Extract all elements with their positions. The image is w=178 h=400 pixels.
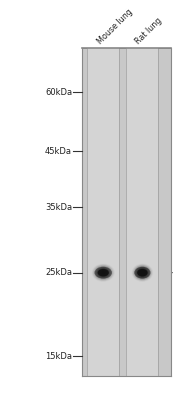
Ellipse shape [135, 267, 149, 278]
Ellipse shape [99, 269, 108, 276]
Ellipse shape [136, 268, 148, 278]
Ellipse shape [137, 268, 148, 278]
Ellipse shape [95, 266, 111, 279]
Ellipse shape [103, 272, 104, 273]
Ellipse shape [95, 267, 112, 278]
Bar [87, 48, 119, 376]
Text: 35kDa: 35kDa [45, 202, 72, 212]
Ellipse shape [140, 270, 145, 275]
Ellipse shape [141, 271, 144, 274]
Ellipse shape [135, 266, 150, 279]
Ellipse shape [102, 272, 105, 274]
Ellipse shape [142, 272, 143, 274]
Ellipse shape [100, 270, 107, 276]
Ellipse shape [142, 272, 143, 273]
Text: 45kDa: 45kDa [45, 147, 72, 156]
Ellipse shape [98, 268, 109, 277]
Ellipse shape [94, 265, 113, 280]
Ellipse shape [136, 267, 149, 278]
Text: Rat lung: Rat lung [133, 16, 163, 46]
Ellipse shape [96, 267, 111, 278]
Text: 15kDa: 15kDa [45, 352, 72, 361]
Ellipse shape [97, 268, 109, 278]
Ellipse shape [139, 270, 146, 276]
Text: AQP5: AQP5 [172, 268, 178, 277]
Ellipse shape [137, 268, 148, 277]
Ellipse shape [137, 269, 148, 276]
Bar [126, 48, 158, 376]
Text: 25kDa: 25kDa [45, 268, 72, 277]
Ellipse shape [134, 265, 151, 280]
Ellipse shape [97, 268, 110, 278]
Ellipse shape [101, 271, 105, 274]
Ellipse shape [100, 270, 106, 275]
Bar [82, 48, 171, 376]
Ellipse shape [94, 266, 112, 280]
Ellipse shape [138, 269, 146, 276]
Ellipse shape [134, 266, 151, 280]
Text: Mouse lung: Mouse lung [96, 7, 135, 46]
Ellipse shape [98, 269, 109, 276]
Ellipse shape [139, 270, 146, 276]
Ellipse shape [135, 266, 150, 279]
Ellipse shape [140, 271, 145, 275]
Ellipse shape [95, 266, 112, 279]
Ellipse shape [101, 271, 106, 275]
Ellipse shape [96, 267, 110, 278]
Ellipse shape [98, 269, 108, 277]
Ellipse shape [102, 272, 104, 274]
Ellipse shape [138, 269, 147, 277]
Text: 60kDa: 60kDa [45, 88, 72, 97]
Ellipse shape [134, 267, 150, 278]
Ellipse shape [99, 270, 107, 276]
Ellipse shape [141, 272, 144, 274]
